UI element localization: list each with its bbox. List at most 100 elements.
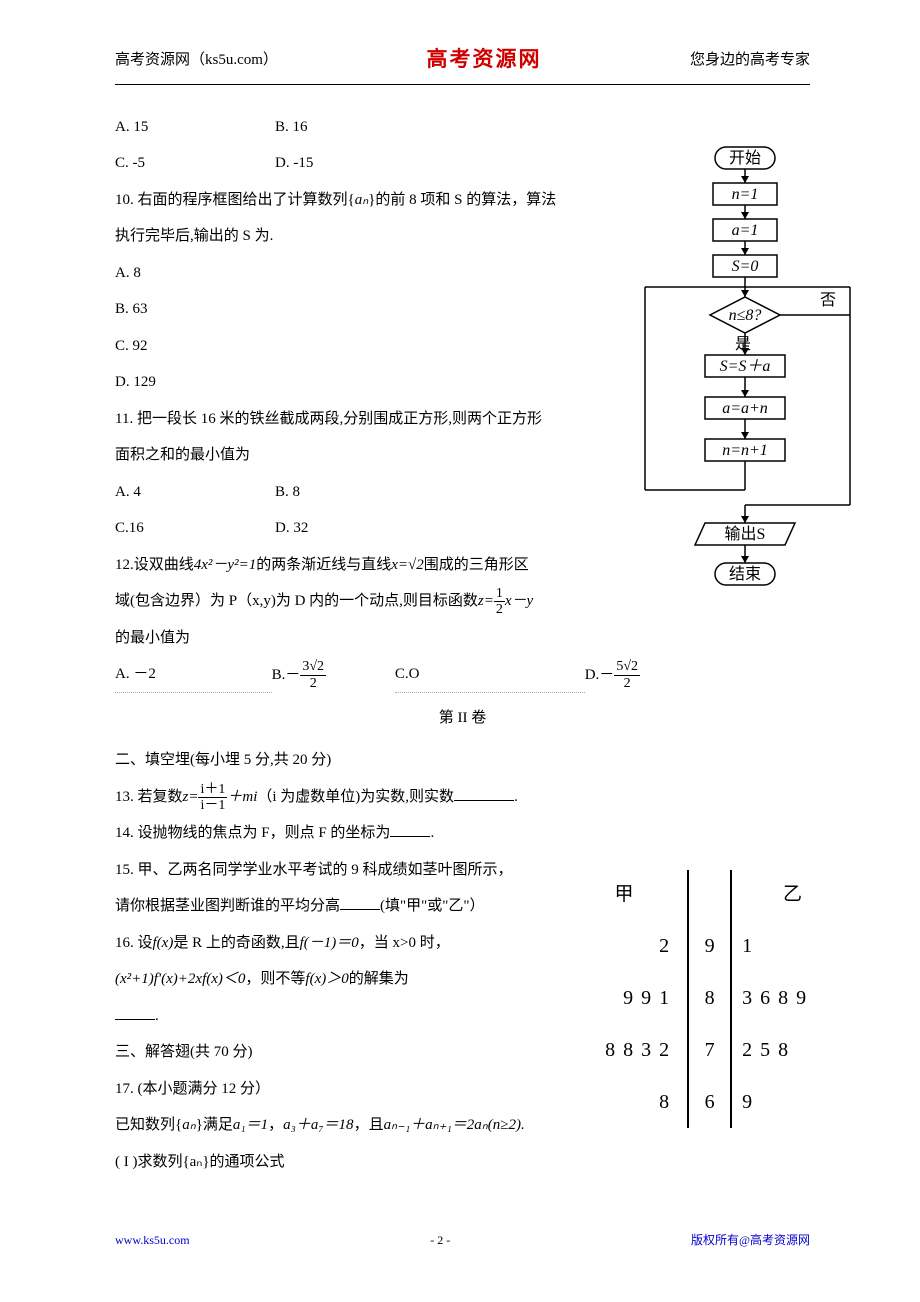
q13-blank: [454, 786, 514, 801]
q12-t1b: 的两条渐近线与直线: [256, 557, 391, 573]
q15-blank: [340, 895, 380, 910]
q12-half: 12: [494, 586, 505, 618]
q11-opt-d: D. 32: [275, 511, 435, 546]
q13: 13. 若复数z=i＋1i－1＋mi（i 为虚数单位)为实数,则实数.: [115, 780, 810, 815]
q14-pre: 14. 设抛物线的焦点为 F，则点 F 的坐标为: [115, 825, 390, 841]
q10-an: aₙ: [355, 192, 368, 208]
q13-z: z=: [183, 789, 199, 805]
q13-mi: ＋mi: [227, 789, 257, 805]
fc-n1: n=1: [732, 186, 759, 203]
q11-opt-a: A. 4: [115, 475, 275, 510]
q16-blank-line: .: [115, 999, 605, 1034]
q12-t2: 域(包含边界）为 P（x,y)为 D 内的一个动点,则目标函数: [115, 593, 478, 609]
sl-row-1: 99183689: [575, 972, 855, 1024]
q12-text3: 的最小值为: [115, 621, 640, 656]
q15-l1: 15. 甲、乙两名同学学业水平考试的 9 科成绩如茎叶图所示，: [115, 853, 605, 888]
fc-no: 否: [820, 292, 836, 309]
footer-right: 版权所有@高考资源网: [691, 1229, 810, 1252]
fc-cond: n≤8?: [729, 307, 762, 324]
fc-updS: S=S＋a: [720, 358, 771, 375]
q12-opt-a: A. －2: [115, 657, 272, 693]
q12-hyper: 4x²－y²=1: [194, 557, 256, 573]
header-left: 高考资源网（ks5u.com）: [115, 46, 278, 75]
stem-leaf: 甲 乙 291 99183689 88327258 869: [575, 870, 855, 1128]
sl-row-0: 291: [575, 920, 855, 972]
q13-mid: （i 为虚数单位)为实数,则实数: [257, 789, 454, 805]
q12-z: z=: [478, 593, 494, 609]
q10-opt-b: B. 63: [115, 292, 640, 327]
header-center: 高考资源网: [426, 40, 541, 80]
q9-opt-d: D. -15: [275, 146, 435, 181]
q11-options-1: A. 4 B. 8: [115, 475, 640, 510]
fc-updA: a=a+n: [722, 400, 768, 417]
content: A. 15 B. 16 C. -5 D. -15 10. 右面的程序框图给出了计…: [115, 110, 810, 1180]
q9-options-2: C. -5 D. -15: [115, 146, 640, 181]
q17-l3: ( I )求数列{aₙ}的通项公式: [115, 1145, 810, 1180]
q9-options-1: A. 15 B. 16: [115, 110, 640, 145]
footer-center: - 2 -: [430, 1229, 450, 1252]
q16-expr: (x²+1)f'(x)+2xf(x)＜0: [115, 971, 245, 987]
q10-text1: 10. 右面的程序框图给出了计算数列{aₙ}的前 8 项和 S 的算法，算法: [115, 183, 640, 218]
page-footer: www.ks5u.com - 2 - 版权所有@高考资源网: [115, 1229, 810, 1252]
sl-row-2: 88327258: [575, 1024, 855, 1076]
q16-l2a: ，则不等: [245, 971, 305, 987]
q17-an: aₙ: [182, 1117, 195, 1133]
q16-l2b: 的解集为: [349, 971, 409, 987]
q15-l2pre: 请你根据茎业图判断谁的平均分高: [115, 898, 340, 914]
q15-l2: 请你根据茎业图判断谁的平均分高 (填"甲"或"乙"）: [115, 889, 605, 924]
fill-title: 二、填空埋(每小埋 5 分,共 20 分): [115, 743, 810, 778]
q12-opt-d: D.－5√22: [585, 658, 640, 693]
footer-left: www.ks5u.com: [115, 1229, 190, 1252]
q12-text2: 域(包含边界）为 P（x,y)为 D 内的一个动点,则目标函数z=12x－y: [115, 584, 640, 619]
q14: 14. 设抛物线的焦点为 F，则点 F 的坐标为.: [115, 816, 605, 851]
q11-text1: 11. 把一段长 16 米的铁丝截成两段,分别围成正方形,则两个正方形: [115, 402, 640, 437]
q17-l2pre: 已知数列{: [115, 1117, 182, 1133]
q16-gt0: f(x)＞0: [305, 971, 348, 987]
q16-l1pre: 16. 设: [115, 935, 153, 951]
q11-text2: 面积之和的最小值为: [115, 438, 640, 473]
q10-opt-d: D. 129: [115, 365, 640, 400]
q17-a1: a₁＝1: [233, 1117, 268, 1133]
q17-a3a7: a₃＋a₇＝18: [283, 1117, 353, 1133]
q10-text2: 执行完毕后,输出的 S 为.: [115, 219, 640, 254]
q14-post: .: [430, 825, 434, 841]
q12-options: A. －2 B.－3√22 C.O D.－5√22: [115, 657, 640, 693]
q15-l2post: (填"甲"或"乙"）: [380, 898, 485, 914]
q16-fx: f(x): [153, 935, 174, 951]
q11-opt-b: B. 8: [275, 475, 435, 510]
q13-pre: 13. 若复数: [115, 789, 183, 805]
q17-l2b: ，: [268, 1117, 283, 1133]
q9-opt-c: C. -5: [115, 146, 275, 181]
q10-opt-c: C. 92: [115, 329, 640, 364]
q16-l1b: ，当 x>0 时，: [359, 935, 450, 951]
q11-options-2: C.16 D. 32: [115, 511, 640, 546]
q14-blank: [390, 822, 430, 837]
fc-out: 输出S: [725, 525, 766, 543]
q12-linex: x=√2: [391, 557, 424, 573]
fc-a1: a=1: [732, 222, 759, 239]
fc-start: 开始: [729, 149, 761, 167]
flowchart: 开始 n=1 a=1 S=0 n≤8? 是: [635, 145, 860, 640]
page-header: 高考资源网（ks5u.com） 高考资源网 您身边的高考专家: [115, 40, 810, 85]
fc-end: 结束: [729, 565, 761, 583]
q16-l1: 16. 设f(x)是 R 上的奇函数,且f(－1)＝0，当 x>0 时，: [115, 926, 605, 961]
q11-opt-c: C.16: [115, 511, 275, 546]
q13-post: .: [514, 789, 518, 805]
sl-row-3: 869: [575, 1076, 855, 1128]
q10-opt-a: A. 8: [115, 256, 640, 291]
q10-t1b: }的前 8 项和 S 的算法，算法: [368, 192, 556, 208]
fc-updN: n=n+1: [722, 442, 768, 459]
q17-l2a: }满足: [196, 1117, 233, 1133]
q17-rec: aₙ₋₁＋aₙ₊₁＝2aₙ(n≥2).: [384, 1117, 525, 1133]
fc-s0: S=0: [732, 258, 759, 275]
q9-opt-a: A. 15: [115, 110, 275, 145]
q16-fm1: f(－1)＝0: [300, 935, 359, 951]
q16-l2: (x²+1)f'(x)+2xf(x)＜0，则不等f(x)＞0的解集为: [115, 962, 605, 997]
q10-t1a: 10. 右面的程序框图给出了计算数列{: [115, 192, 355, 208]
q12-t1a: 12.设双曲线: [115, 557, 194, 573]
sl-head-l: 甲: [575, 870, 688, 920]
q9-opt-b: B. 16: [275, 110, 435, 145]
q12-z2: x－y: [505, 593, 533, 609]
q16-blank: [115, 1005, 155, 1020]
section2-title: 第 II 卷: [115, 701, 810, 736]
